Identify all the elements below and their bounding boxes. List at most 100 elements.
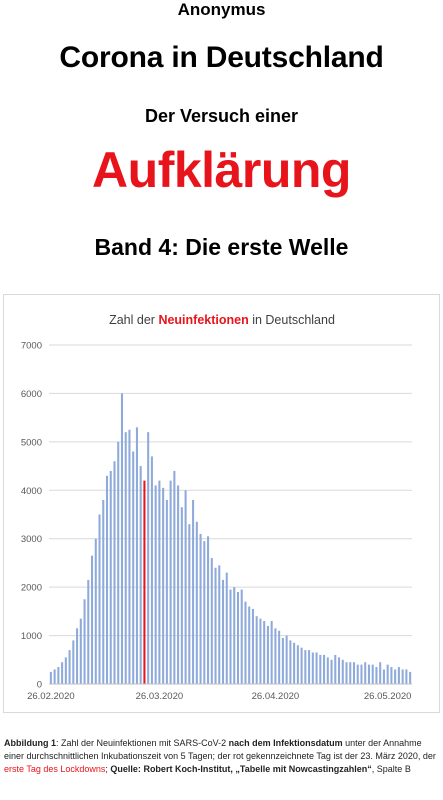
caption-label: Abbildung 1 — [4, 738, 56, 748]
bar — [390, 667, 393, 684]
bar — [57, 667, 60, 684]
chart-frame: Zahl der Neuinfektionen in Deutschland 0 1… — [3, 294, 440, 713]
bar — [61, 662, 64, 684]
bar — [289, 640, 292, 684]
subtitle-highlight: Aufklärung — [92, 142, 351, 198]
bar — [270, 621, 273, 684]
bar — [79, 618, 82, 684]
y-tick-label: 4000 — [21, 486, 42, 497]
caption-source: Robert Koch-Institut, „Tabelle mit Nowca… — [140, 764, 372, 774]
bar — [319, 654, 322, 684]
bar — [379, 662, 382, 684]
bar — [386, 664, 389, 684]
bar — [364, 662, 367, 684]
bar — [139, 466, 142, 684]
figure-caption: Abbildung 1: Zahl der Neuinfektionen mit… — [4, 737, 440, 776]
bar — [94, 538, 97, 684]
x-tick-label: 26.03.2020 — [136, 691, 184, 702]
bar — [244, 601, 247, 684]
book-title: Corona in Deutschland — [59, 41, 384, 74]
bar — [326, 657, 329, 684]
bar — [367, 664, 370, 684]
bar — [49, 671, 52, 684]
bar — [225, 572, 228, 684]
bar — [251, 608, 254, 684]
subtitle-intro: Der Versuch einer — [144, 106, 299, 126]
bar — [147, 432, 150, 684]
author-name: Anonymus — [177, 0, 266, 19]
bar — [382, 669, 385, 684]
bar — [218, 565, 221, 684]
bar — [113, 461, 116, 684]
chart-title-highlight: Neuinfektionen — [158, 313, 248, 327]
bar — [135, 427, 138, 684]
bar — [308, 650, 311, 684]
bar — [229, 589, 232, 684]
bar — [236, 591, 240, 684]
bar — [281, 637, 284, 684]
bar — [221, 579, 225, 684]
bar — [315, 652, 318, 684]
caption-source-label: Quelle: — [110, 764, 141, 774]
bar-lockdown — [143, 480, 146, 684]
bar — [337, 657, 341, 684]
bar — [394, 669, 397, 684]
bar — [259, 618, 262, 684]
infections-chart: Zahl der Neuinfektionen in Deutschland 0 1… — [21, 313, 412, 702]
caption-text: unter der Annahme einer durchschnittlich… — [4, 738, 436, 761]
y-tick-label: 6000 — [21, 389, 42, 400]
bar — [409, 671, 412, 684]
chart-title-part: in Deutschland — [249, 313, 335, 327]
bar — [83, 599, 86, 684]
bar — [274, 628, 277, 684]
bar — [177, 485, 180, 684]
y-tick-label: 1000 — [21, 631, 42, 642]
bar — [199, 533, 202, 684]
chart-title: Zahl der Neuinfektionen in Deutschland — [109, 313, 335, 327]
bar — [375, 667, 378, 684]
caption-text: ; — [105, 764, 111, 774]
x-tick-label: 26.05.2020 — [364, 691, 412, 702]
bar — [210, 558, 213, 684]
bar — [311, 652, 314, 684]
y-tick-label: 2000 — [21, 583, 42, 594]
volume-title: Band 4: Die erste Welle — [94, 234, 349, 260]
bar — [345, 662, 348, 684]
bar — [334, 654, 337, 684]
bar — [117, 441, 120, 684]
bar — [158, 480, 161, 684]
bar — [173, 470, 176, 684]
x-tick-label: 26.04.2020 — [252, 691, 300, 702]
bar — [150, 456, 153, 684]
y-tick-label: 3000 — [21, 534, 42, 545]
y-tick-label: 5000 — [21, 437, 42, 448]
bar — [109, 470, 112, 684]
bar — [169, 480, 172, 684]
chart-title-part: Zahl der — [109, 313, 158, 327]
caption-text: , Spalte B — [371, 764, 411, 774]
x-tick-label: 26.02.2020 — [27, 691, 75, 702]
bar — [128, 429, 131, 684]
bar — [64, 657, 67, 684]
bar — [180, 507, 183, 684]
bar — [53, 669, 56, 684]
bar — [124, 432, 127, 684]
bar — [304, 650, 307, 684]
caption-bold: nach dem Infektionsdatum — [228, 738, 343, 748]
bar — [207, 536, 210, 684]
bar — [240, 589, 243, 684]
bar — [360, 664, 363, 684]
bar — [162, 487, 165, 684]
bar — [397, 667, 400, 684]
bar — [405, 669, 408, 684]
bar — [300, 647, 303, 684]
bar — [263, 621, 266, 684]
bar — [401, 669, 404, 684]
bar — [248, 606, 251, 684]
bar — [68, 650, 71, 684]
caption-lockdown: erste Tag des Lockdowns — [4, 764, 106, 774]
bar — [154, 485, 157, 684]
bar — [120, 393, 124, 684]
bar — [102, 499, 105, 684]
bar — [87, 579, 90, 684]
